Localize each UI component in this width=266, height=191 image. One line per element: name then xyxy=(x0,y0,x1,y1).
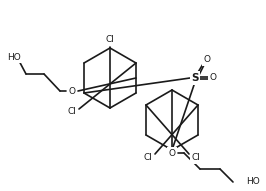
Text: Cl: Cl xyxy=(68,107,76,116)
Text: O: O xyxy=(69,87,76,96)
Text: O: O xyxy=(210,74,217,83)
Text: HO: HO xyxy=(7,53,21,62)
Text: Cl: Cl xyxy=(144,154,152,163)
Text: O: O xyxy=(203,56,210,65)
Text: Cl: Cl xyxy=(106,36,114,45)
Text: O: O xyxy=(168,148,176,158)
Text: HO: HO xyxy=(246,177,260,186)
Text: S: S xyxy=(191,73,199,83)
Text: Cl: Cl xyxy=(192,154,201,163)
